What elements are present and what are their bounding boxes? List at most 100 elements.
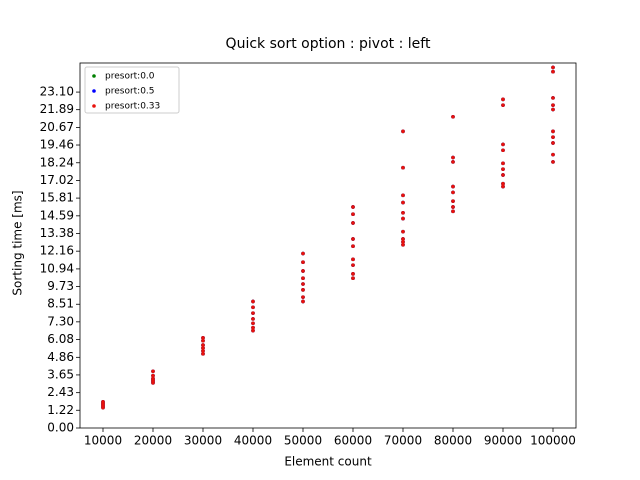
point [301,260,305,265]
point [451,190,455,195]
point [201,343,205,347]
point [351,237,355,241]
point [251,325,255,330]
point [151,373,155,378]
point [351,263,355,267]
point [551,103,555,107]
point [451,209,455,214]
point [401,229,405,234]
y-tick-label: 7.30 [47,314,74,328]
point [451,160,455,164]
chart-title: Quick sort option : pivot : left [226,36,431,52]
point [401,193,405,198]
point [551,160,555,164]
point [401,240,405,244]
y-tick-label: 13.38 [40,226,74,240]
y-tick-label: 19.46 [40,138,74,152]
point [301,299,305,304]
point [301,269,305,273]
point [551,135,555,139]
point [351,205,355,209]
point [401,165,405,170]
legend-label: presort:0.33 [105,102,160,112]
y-tick-label: 20.67 [40,120,74,134]
legend-label: presort:0.5 [105,87,155,97]
point [301,295,305,299]
point [201,336,205,340]
point [501,97,505,102]
y-tick-label: 0.00 [47,421,74,435]
point [501,167,505,171]
y-tick-label: 3.65 [47,367,74,381]
x-tick-label: 40000 [234,434,272,448]
x-tick-label: 10000 [84,434,122,448]
legend-marker [92,89,96,93]
point [351,276,355,281]
point [501,161,505,166]
point [151,369,155,374]
point [151,376,155,381]
y-axis-label: Sorting time [ms] [11,190,25,295]
point [251,328,255,333]
point [401,210,405,215]
point [301,288,305,292]
y-tick-label: 6.08 [47,332,74,346]
point [501,173,505,177]
x-axis-label: Element count [284,455,372,469]
point [501,103,505,107]
point [501,142,505,147]
point [251,311,255,315]
point [201,346,205,350]
y-tick-label: 15.81 [40,191,74,205]
point [551,65,555,70]
legend-marker [92,104,96,108]
point [551,69,555,74]
point [351,257,355,262]
y-tick-label: 9.73 [47,279,74,293]
y-tick-label: 21.89 [40,102,74,116]
point [401,242,405,247]
legend-label: presort:0.0 [105,72,155,82]
point [401,237,405,241]
point [301,251,305,256]
point [501,181,505,186]
y-tick-label: 12.16 [40,244,74,258]
point [401,216,405,221]
y-tick-label: 18.24 [40,155,74,169]
x-tick-label: 30000 [184,434,222,448]
x-tick-label: 90000 [484,434,522,448]
point [201,349,205,353]
y-tick-label: 14.59 [40,208,74,222]
y-tick-label: 23.10 [40,85,74,99]
point [501,148,505,153]
y-tick-label: 2.43 [47,385,74,399]
point [301,276,305,281]
x-tick-label: 80000 [434,434,472,448]
x-tick-label: 70000 [384,434,422,448]
point [251,321,255,326]
plot-frame [79,62,577,429]
point [301,282,305,286]
x-tick-label: 100000 [530,434,576,448]
point [451,115,455,119]
point [201,338,205,343]
legend-box [84,66,180,114]
point [451,199,455,203]
point [451,184,455,189]
point [351,221,355,225]
point [551,129,555,134]
point [351,212,355,217]
y-tick-label: 1.22 [47,403,74,417]
point [401,200,405,205]
point [501,184,505,189]
point [551,96,555,100]
point [351,244,355,249]
point [251,299,255,304]
legend-marker [92,74,96,78]
point [451,155,455,160]
point [101,400,105,404]
point [551,152,555,157]
point [451,205,455,209]
